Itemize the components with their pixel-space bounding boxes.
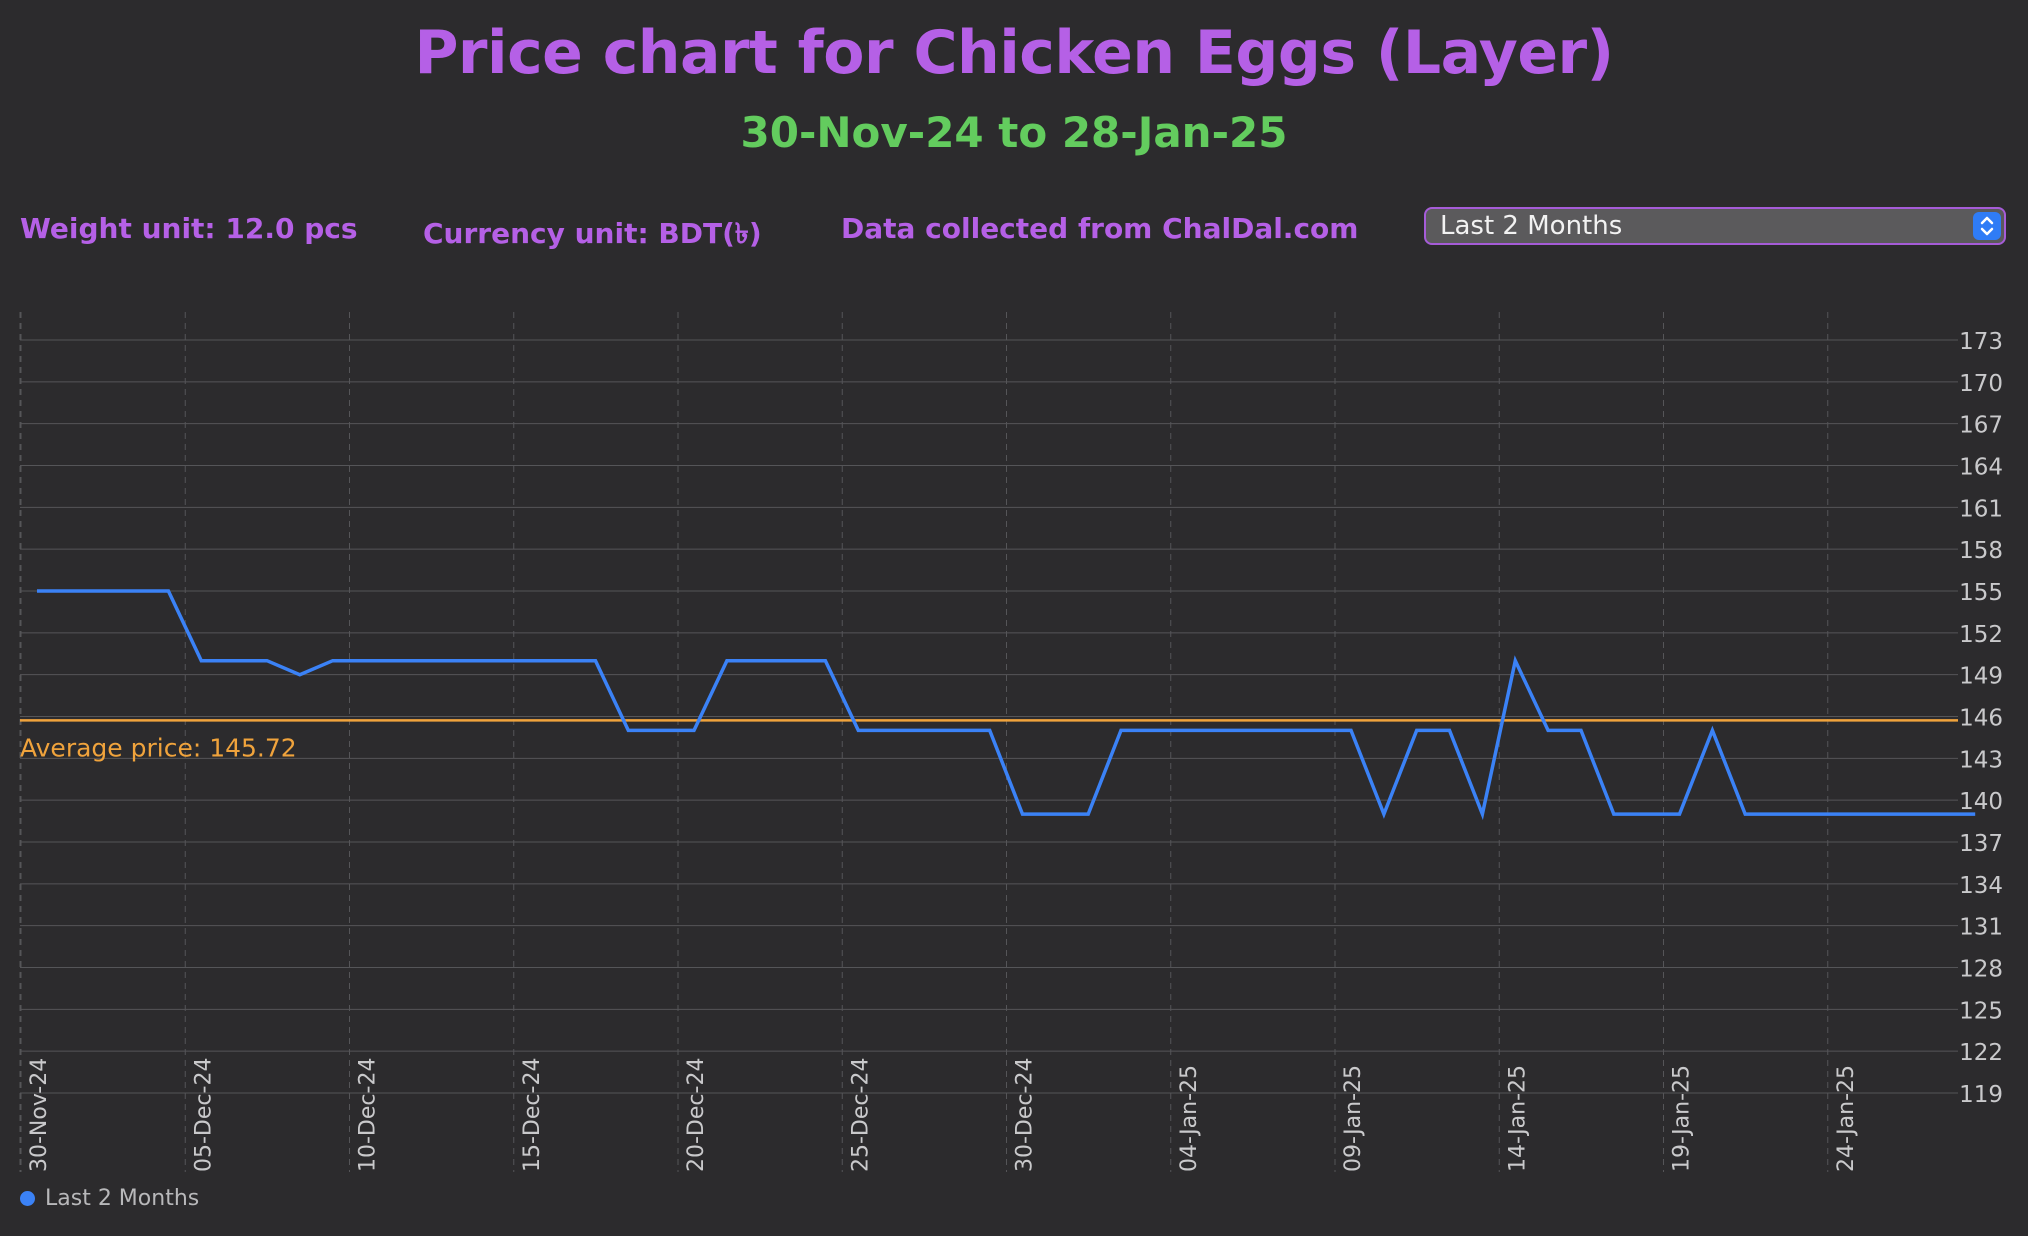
x-tick-label: 19-Jan-25 (1670, 1065, 1695, 1172)
y-tick-label: 143 (1959, 747, 2003, 773)
date-range-subtitle: 30-Nov-24 to 28-Jan-25 (740, 108, 1288, 157)
legend-series-label: Last 2 Months (45, 1186, 200, 1211)
y-tick-label: 137 (1959, 831, 2003, 857)
x-tick-label: 04-Jan-25 (1177, 1065, 1202, 1172)
x-tick-label: 10-Dec-24 (356, 1058, 381, 1172)
legend-series-marker (20, 1191, 35, 1206)
data-source-label: Data collected from ChalDal.com (841, 212, 1359, 245)
x-tick-label: 20-Dec-24 (684, 1058, 709, 1172)
y-tick-label: 134 (1959, 873, 2003, 899)
y-tick-label: 131 (1959, 915, 2003, 941)
time-range-select[interactable]: Last 2 Months (1424, 207, 2006, 245)
x-tick-label: 15-Dec-24 (520, 1058, 545, 1172)
y-tick-label: 155 (1959, 580, 2003, 606)
y-tick-label: 158 (1959, 538, 2003, 564)
x-tick-label: 24-Jan-25 (1834, 1065, 1859, 1172)
y-tick-label: 140 (1959, 789, 2003, 815)
x-tick-label: 25-Dec-24 (848, 1058, 873, 1172)
time-range-select-value: Last 2 Months (1440, 211, 1623, 241)
chart-title: Price chart for Chicken Eggs (Layer) (414, 18, 1614, 88)
series-line-last-2-months (37, 589, 1976, 821)
chart-legend: Last 2 Months (20, 1186, 199, 1211)
y-tick-label: 119 (1959, 1082, 2003, 1108)
y-tick-label: 173 (1959, 329, 2003, 355)
x-tick-label: 05-Dec-24 (191, 1058, 216, 1172)
x-tick-label: 30-Nov-24 (27, 1058, 52, 1172)
x-tick-label: 09-Jan-25 (1341, 1065, 1366, 1172)
y-tick-label: 149 (1959, 664, 2003, 690)
y-tick-label: 152 (1959, 622, 2003, 648)
up-down-chevron-icon[interactable] (1973, 212, 2001, 240)
weight-unit-label: Weight unit: 12.0 pcs (20, 212, 358, 245)
x-tick-label: 30-Dec-24 (1013, 1058, 1038, 1172)
y-tick-label: 170 (1959, 371, 2003, 397)
y-tick-label: 146 (1959, 706, 2003, 732)
y-tick-label: 122 (1959, 1040, 2003, 1066)
currency-unit-label: Currency unit: BDT(৳) (423, 217, 762, 250)
average-price-label: Average price: 145.72 (20, 733, 297, 762)
y-tick-label: 128 (1959, 957, 2003, 983)
y-tick-label: 164 (1959, 455, 2003, 481)
y-tick-label: 167 (1959, 413, 2003, 439)
y-tick-label: 161 (1959, 496, 2003, 522)
x-tick-label: 14-Jan-25 (1505, 1065, 1530, 1172)
y-tick-label: 125 (1959, 998, 2003, 1024)
